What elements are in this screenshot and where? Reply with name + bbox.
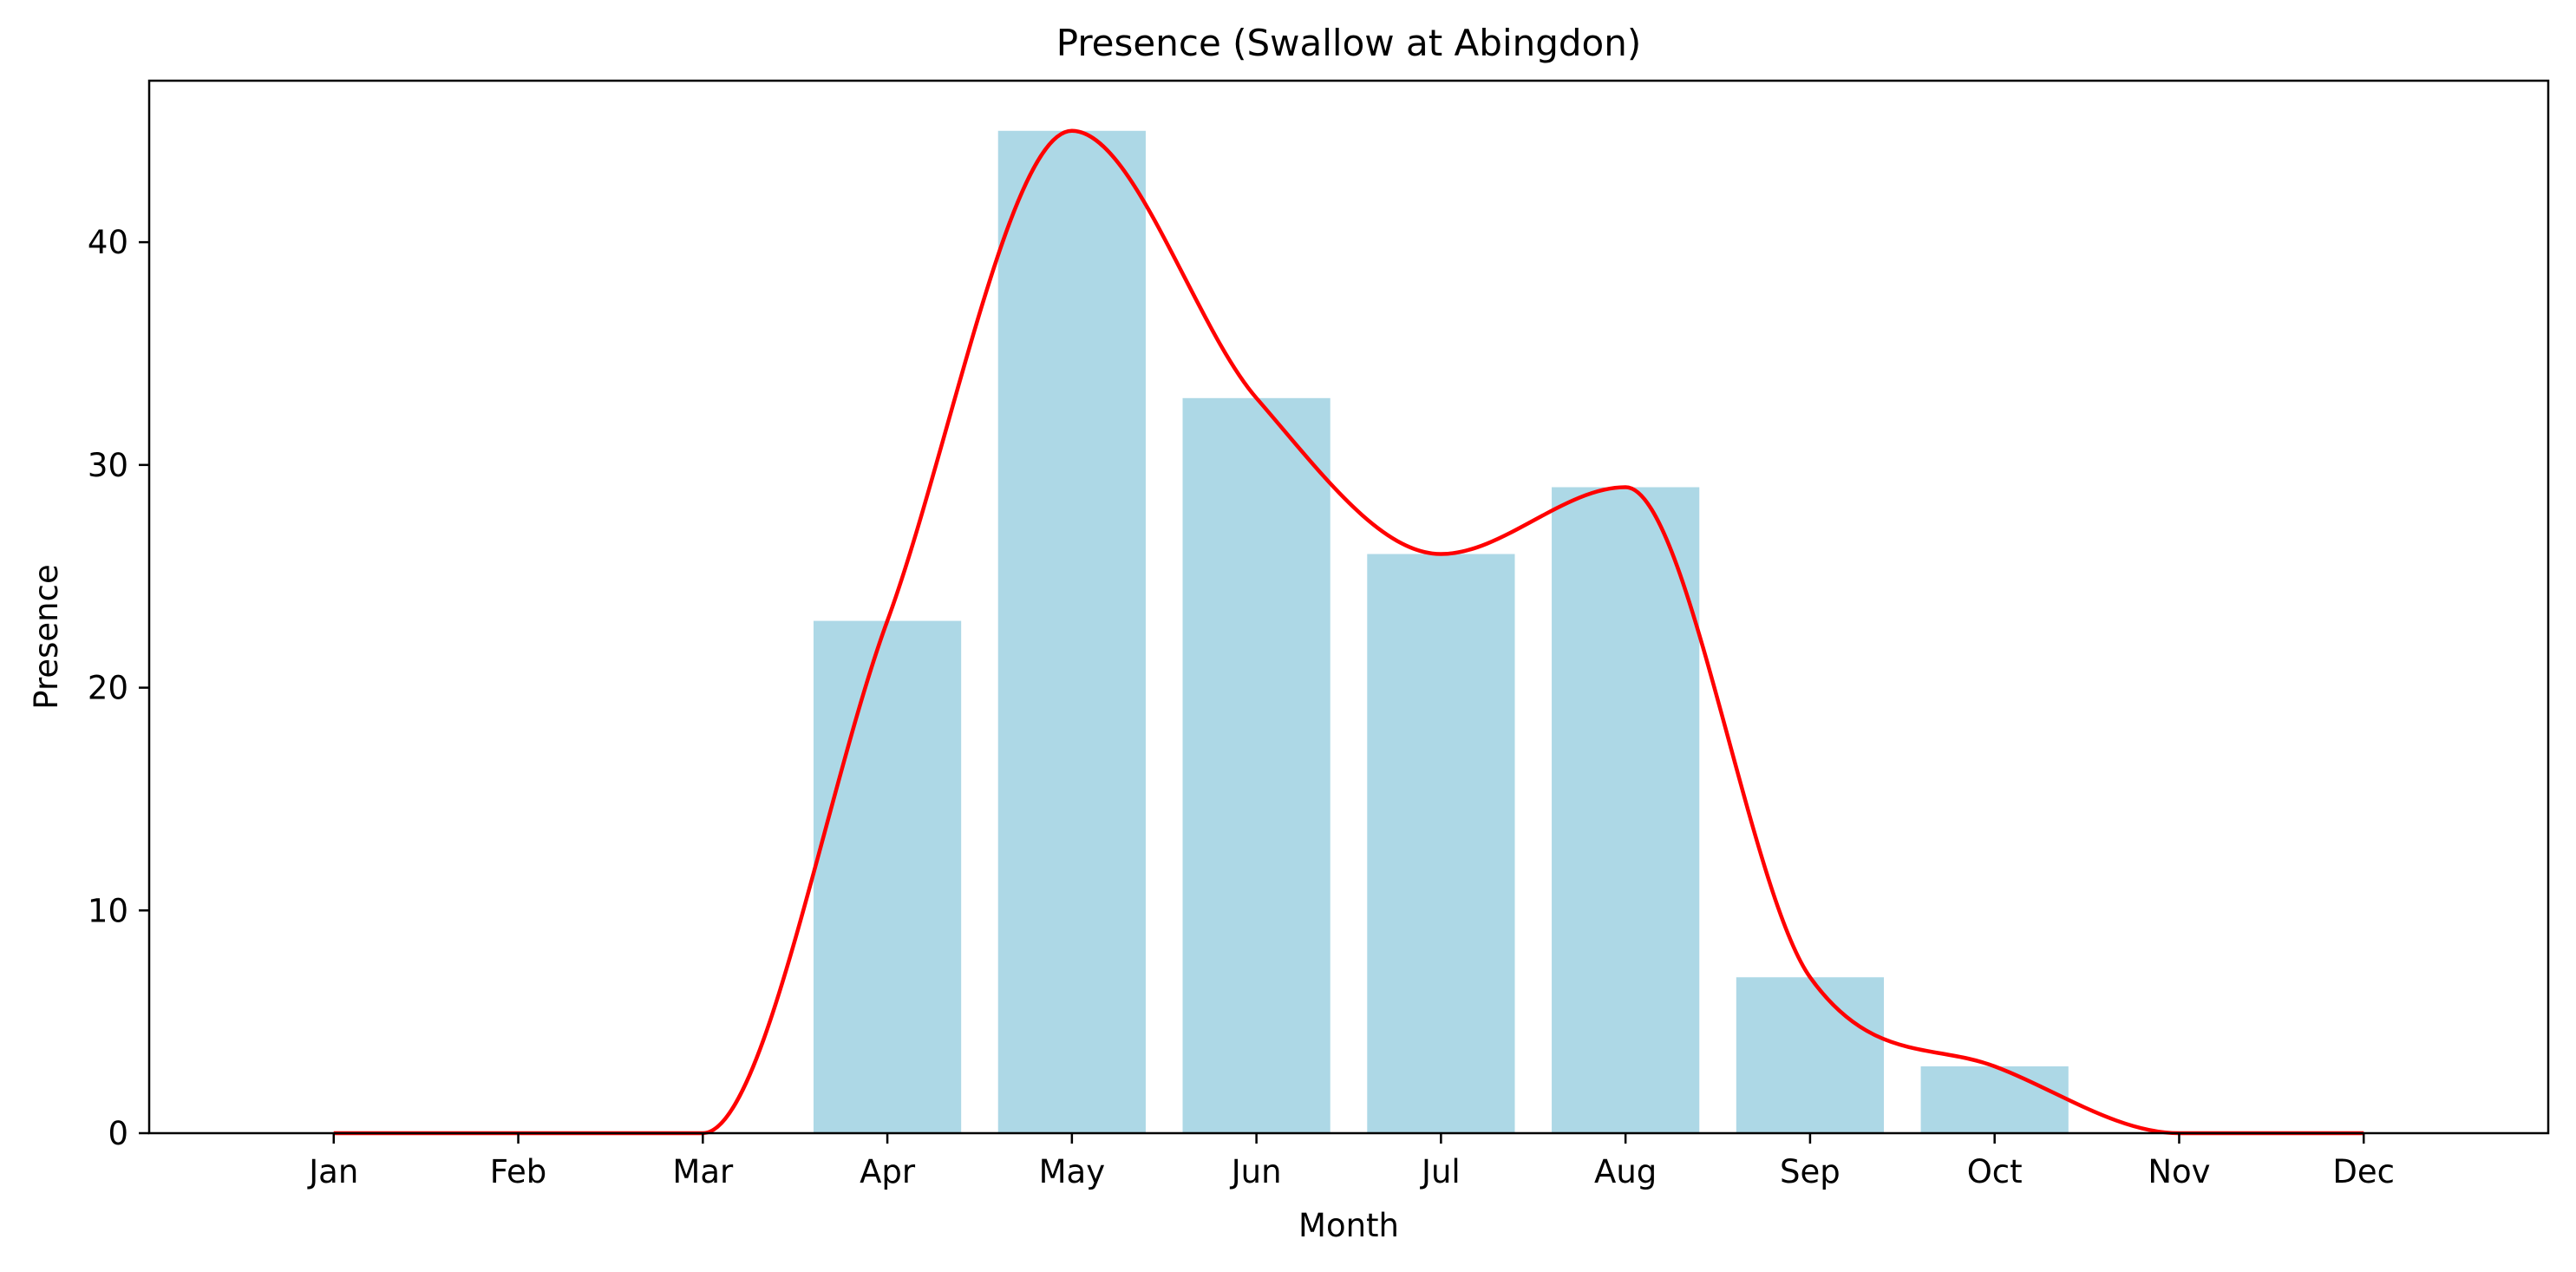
x-axis: Jan Feb Mar Apr May Jun Jul Aug Sep Oct Nov Dec: [307, 1133, 2395, 1190]
x-tick-label-dec: Dec: [2332, 1153, 2395, 1190]
x-axis-label: Month: [1298, 1207, 1399, 1244]
y-tick-label-30: 30: [88, 447, 128, 484]
y-axis: 0 10 20 30 40: [88, 224, 149, 1152]
bar-sep: [1736, 977, 1885, 1133]
bar-jul: [1367, 554, 1515, 1133]
x-tick-label-jan: Jan: [307, 1153, 358, 1190]
x-tick-label-aug: Aug: [1594, 1153, 1657, 1190]
y-tick-label-0: 0: [108, 1115, 128, 1152]
chart-title: Presence (Swallow at Abingdon): [1056, 22, 1642, 64]
bar-series: [813, 130, 2069, 1133]
x-tick-label-mar: Mar: [672, 1153, 734, 1190]
x-tick-label-feb: Feb: [490, 1153, 547, 1190]
x-tick-label-oct: Oct: [1967, 1153, 2023, 1190]
bar-aug: [1552, 487, 1700, 1133]
line-series: [333, 128, 2364, 1136]
bar-oct: [1920, 1065, 2069, 1133]
x-tick-label-apr: Apr: [860, 1153, 916, 1190]
y-tick-label-10: 10: [88, 892, 128, 929]
bar-may: [997, 130, 1146, 1133]
bar-jun: [1182, 397, 1330, 1133]
x-tick-label-nov: Nov: [2148, 1153, 2210, 1190]
trend-line: [333, 128, 2364, 1136]
bar-apr: [813, 620, 962, 1133]
x-tick-label-jun: Jun: [1230, 1153, 1282, 1190]
x-tick-label-may: May: [1039, 1153, 1106, 1190]
x-tick-label-jul: Jul: [1420, 1153, 1461, 1190]
y-axis-label: Presence: [28, 564, 65, 709]
x-tick-label-sep: Sep: [1780, 1153, 1840, 1190]
y-tick-label-40: 40: [88, 224, 128, 261]
y-tick-label-20: 20: [88, 670, 128, 707]
plot-frame: [147, 79, 2550, 1135]
